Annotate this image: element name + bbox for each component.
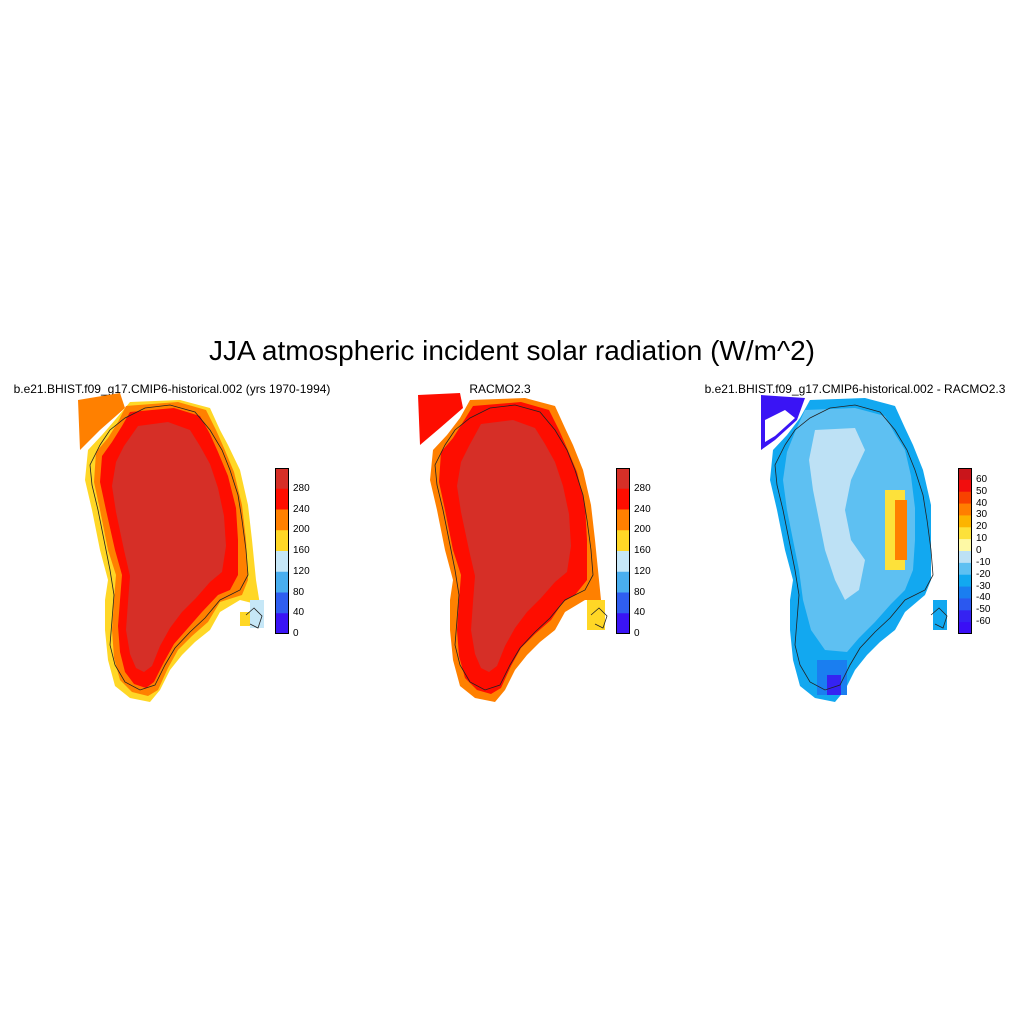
colorbar-swatch	[616, 571, 630, 593]
colorbar-swatch	[958, 515, 972, 528]
colorbar-tick-label: 160	[634, 545, 651, 556]
colorbar-tick-label: -50	[976, 604, 991, 616]
colorbar-swatch	[275, 509, 289, 531]
colorbar-tick-label: 50	[976, 485, 988, 497]
colorbar-swatch	[275, 613, 289, 634]
colorbar-swatch	[275, 592, 289, 614]
colorbar-tick-label: 120	[293, 565, 310, 577]
colorbar-swatch	[616, 592, 630, 614]
colorbar-swatch	[275, 488, 289, 510]
map-racmo	[418, 393, 608, 702]
colorbar-tick-label: 120	[634, 565, 651, 577]
colorbar-swatch	[958, 586, 972, 599]
colorbar-tick-label: 160	[293, 545, 310, 556]
colorbar-tick-label: 60	[976, 473, 988, 485]
colorbar-tick-label: 10	[976, 533, 988, 545]
colorbar-swatch	[616, 468, 630, 490]
colorbar-tick-label: 40	[976, 497, 988, 509]
colorbar-tick-label: 80	[634, 586, 646, 598]
figure-title: JJA atmospheric incident solar radiation…	[208, 335, 816, 366]
colorbar-swatch	[275, 571, 289, 593]
colorbar-tick-label: 200	[634, 524, 651, 536]
colorbar-tick-label: 30	[976, 509, 988, 521]
colorbar-swatch	[958, 479, 972, 493]
colorbar-swatch	[958, 574, 972, 588]
colorbar-tick-label: -30	[976, 580, 991, 592]
colorbar-difference	[958, 468, 972, 634]
colorbar-tick-label: 280	[634, 482, 651, 494]
colorbar-swatch	[616, 613, 630, 634]
colorbar-tick-label: 40	[634, 607, 646, 619]
colorbar-tick-label: 240	[634, 503, 651, 515]
colorbar-swatch	[616, 551, 630, 573]
colorbar-swatch	[275, 530, 289, 552]
colorbar-tick-label: 240	[293, 503, 310, 515]
colorbar-swatch	[958, 562, 972, 576]
colorbar-swatch	[958, 527, 972, 540]
colorbar-swatch	[616, 509, 630, 531]
colorbar-swatch	[958, 622, 972, 634]
colorbar-tick-label: 0	[634, 628, 640, 639]
colorbar-tick-label: -20	[976, 568, 991, 580]
colorbar-swatch	[958, 598, 972, 611]
colorbar-swatch	[958, 468, 972, 481]
colorbar-tick-label: 40	[293, 607, 305, 619]
colorbar-swatch	[275, 468, 289, 490]
colorbar-tick-label: 200	[293, 524, 310, 536]
colorbar-tick-label: -60	[976, 616, 991, 628]
colorbar-swatch	[958, 551, 972, 564]
panel-title-difference: b.e21.BHIST.f09_g17.CMIP6-historical.002…	[704, 382, 1006, 396]
colorbar-swatch	[958, 503, 972, 516]
map-difference	[761, 395, 948, 702]
colorbar-swatch	[958, 539, 972, 552]
colorbar-tick-label: 280	[293, 482, 310, 494]
colorbar-swatch	[958, 610, 972, 623]
colorbar-tick-label: 20	[976, 521, 988, 533]
map-model	[78, 393, 264, 702]
colorbar-model	[275, 468, 289, 634]
colorbar-swatch	[958, 491, 972, 505]
colorbar-tick-label: 0	[293, 628, 299, 639]
colorbar-swatch	[616, 530, 630, 552]
colorbar-swatch	[616, 488, 630, 510]
panel-title-model: b.e21.BHIST.f09_g17.CMIP6-historical.002…	[13, 382, 331, 396]
colorbar-swatch	[275, 551, 289, 573]
colorbar-racmo	[616, 468, 630, 634]
colorbar-tick-label: -10	[976, 556, 991, 568]
colorbar-tick-label: -40	[976, 592, 991, 604]
colorbar-tick-label: 0	[976, 545, 982, 556]
colorbar-tick-label: 80	[293, 586, 305, 598]
panel-title-racmo: RACMO2.3	[469, 382, 531, 396]
